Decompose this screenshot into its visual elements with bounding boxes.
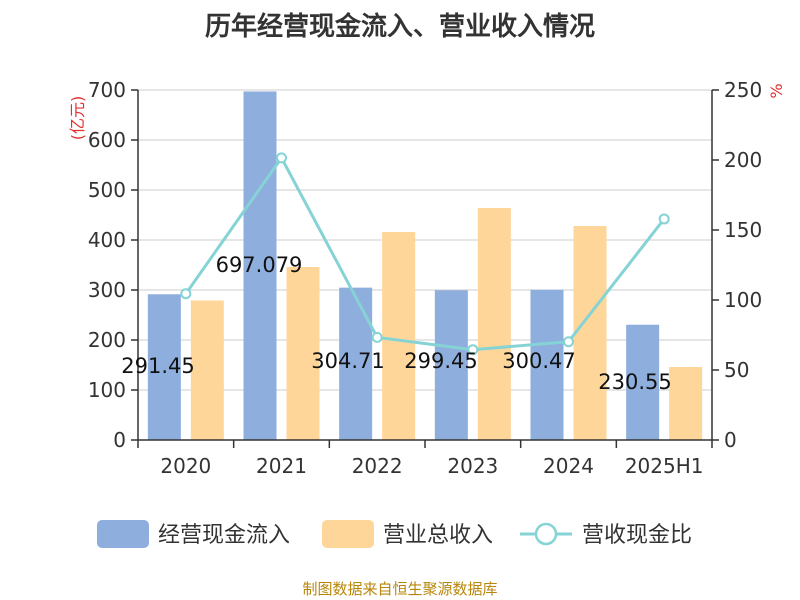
data-label-cash-inflow: 300.47 — [502, 349, 575, 373]
chart-title: 历年经营现金流入、营业收入情况 — [204, 12, 595, 42]
data-label-cash-inflow: 304.71 — [311, 349, 384, 373]
legend-label-revenue: 营业总收入 — [383, 523, 493, 548]
bar-revenue-2022 — [382, 232, 416, 440]
ratio-point-2024 — [563, 336, 574, 348]
legend-label-cash-inflow: 经营现金流入 — [158, 523, 290, 548]
right-tick-label: 250 — [724, 78, 762, 102]
ratio-series-line — [184, 155, 666, 352]
data-label-cash-inflow: 291.45 — [121, 354, 194, 378]
legend-swatch-revenue — [322, 520, 374, 548]
bars — [147, 91, 703, 440]
right-axis-unit: % — [767, 83, 786, 98]
bar-cash-inflow-2020 — [147, 294, 181, 440]
left-axis-unit: (亿元) — [68, 96, 87, 141]
legend-swatch-cash-inflow — [97, 520, 149, 548]
bar-cash-inflow-2021 — [243, 91, 277, 440]
data-label-cash-inflow: 697.079 — [216, 253, 303, 277]
right-tick-label: 100 — [724, 288, 762, 312]
left-tick-label: 200 — [88, 328, 126, 352]
left-tick-label: 500 — [88, 178, 126, 202]
data-label-cash-inflow: 230.55 — [598, 370, 671, 394]
x-category-label: 2025H1 — [625, 454, 704, 478]
bar-revenue-2021 — [286, 267, 320, 440]
bar-cash-inflow-2024 — [530, 289, 564, 440]
x-category-label: 2020 — [160, 454, 211, 478]
ratio-point-2020 — [180, 288, 192, 300]
right-tick-label: 0 — [724, 428, 737, 452]
bar-revenue-2024 — [573, 226, 607, 440]
right-tick-label: 150 — [724, 218, 762, 242]
bar-cash-inflow-2022 — [339, 287, 373, 440]
left-tick-label: 400 — [88, 228, 126, 252]
x-category-label: 2021 — [256, 454, 307, 478]
bar-revenue-2023 — [477, 208, 511, 440]
left-tick-label: 600 — [88, 128, 126, 152]
left-tick-label: 300 — [88, 278, 126, 302]
legend: 经营现金流入 营业总收入 营收现金比 — [97, 520, 692, 548]
legend-marker-ratio — [534, 522, 558, 546]
data-label-cash-inflow: 299.45 — [404, 349, 477, 373]
x-category-label: 2024 — [543, 454, 594, 478]
data-labels: 291.45 697.079 304.71 299.45 300.47 230.55 — [121, 253, 671, 394]
x-category-label: 2023 — [447, 454, 498, 478]
left-tick-label: 0 — [113, 428, 126, 452]
left-tick-label: 100 — [88, 378, 126, 402]
legend-label-ratio: 营收现金比 — [582, 523, 692, 548]
axes: 0 100 200 300 400 500 600 700 0 50 100 150 200 250 202… — [68, 78, 786, 478]
right-tick-label: 50 — [724, 358, 749, 382]
data-source-note: 制图数据来自恒生聚源数据库 — [302, 580, 498, 598]
bar-cash-inflow-2025H1 — [626, 324, 660, 440]
bar-cash-inflow-2023 — [434, 290, 468, 440]
ratio-point-2025H1 — [658, 213, 670, 225]
bar-revenue-2025H1 — [669, 367, 703, 440]
ratio-point-2023 — [467, 344, 479, 356]
ratio-line — [180, 152, 670, 356]
right-tick-label: 200 — [724, 148, 762, 172]
x-category-label: 2022 — [352, 454, 403, 478]
ratio-point-2021 — [276, 152, 287, 164]
ratio-point-2022 — [371, 331, 383, 343]
left-tick-label: 700 — [88, 78, 126, 102]
bar-revenue-2020 — [190, 300, 224, 440]
gridlines — [138, 89, 712, 391]
